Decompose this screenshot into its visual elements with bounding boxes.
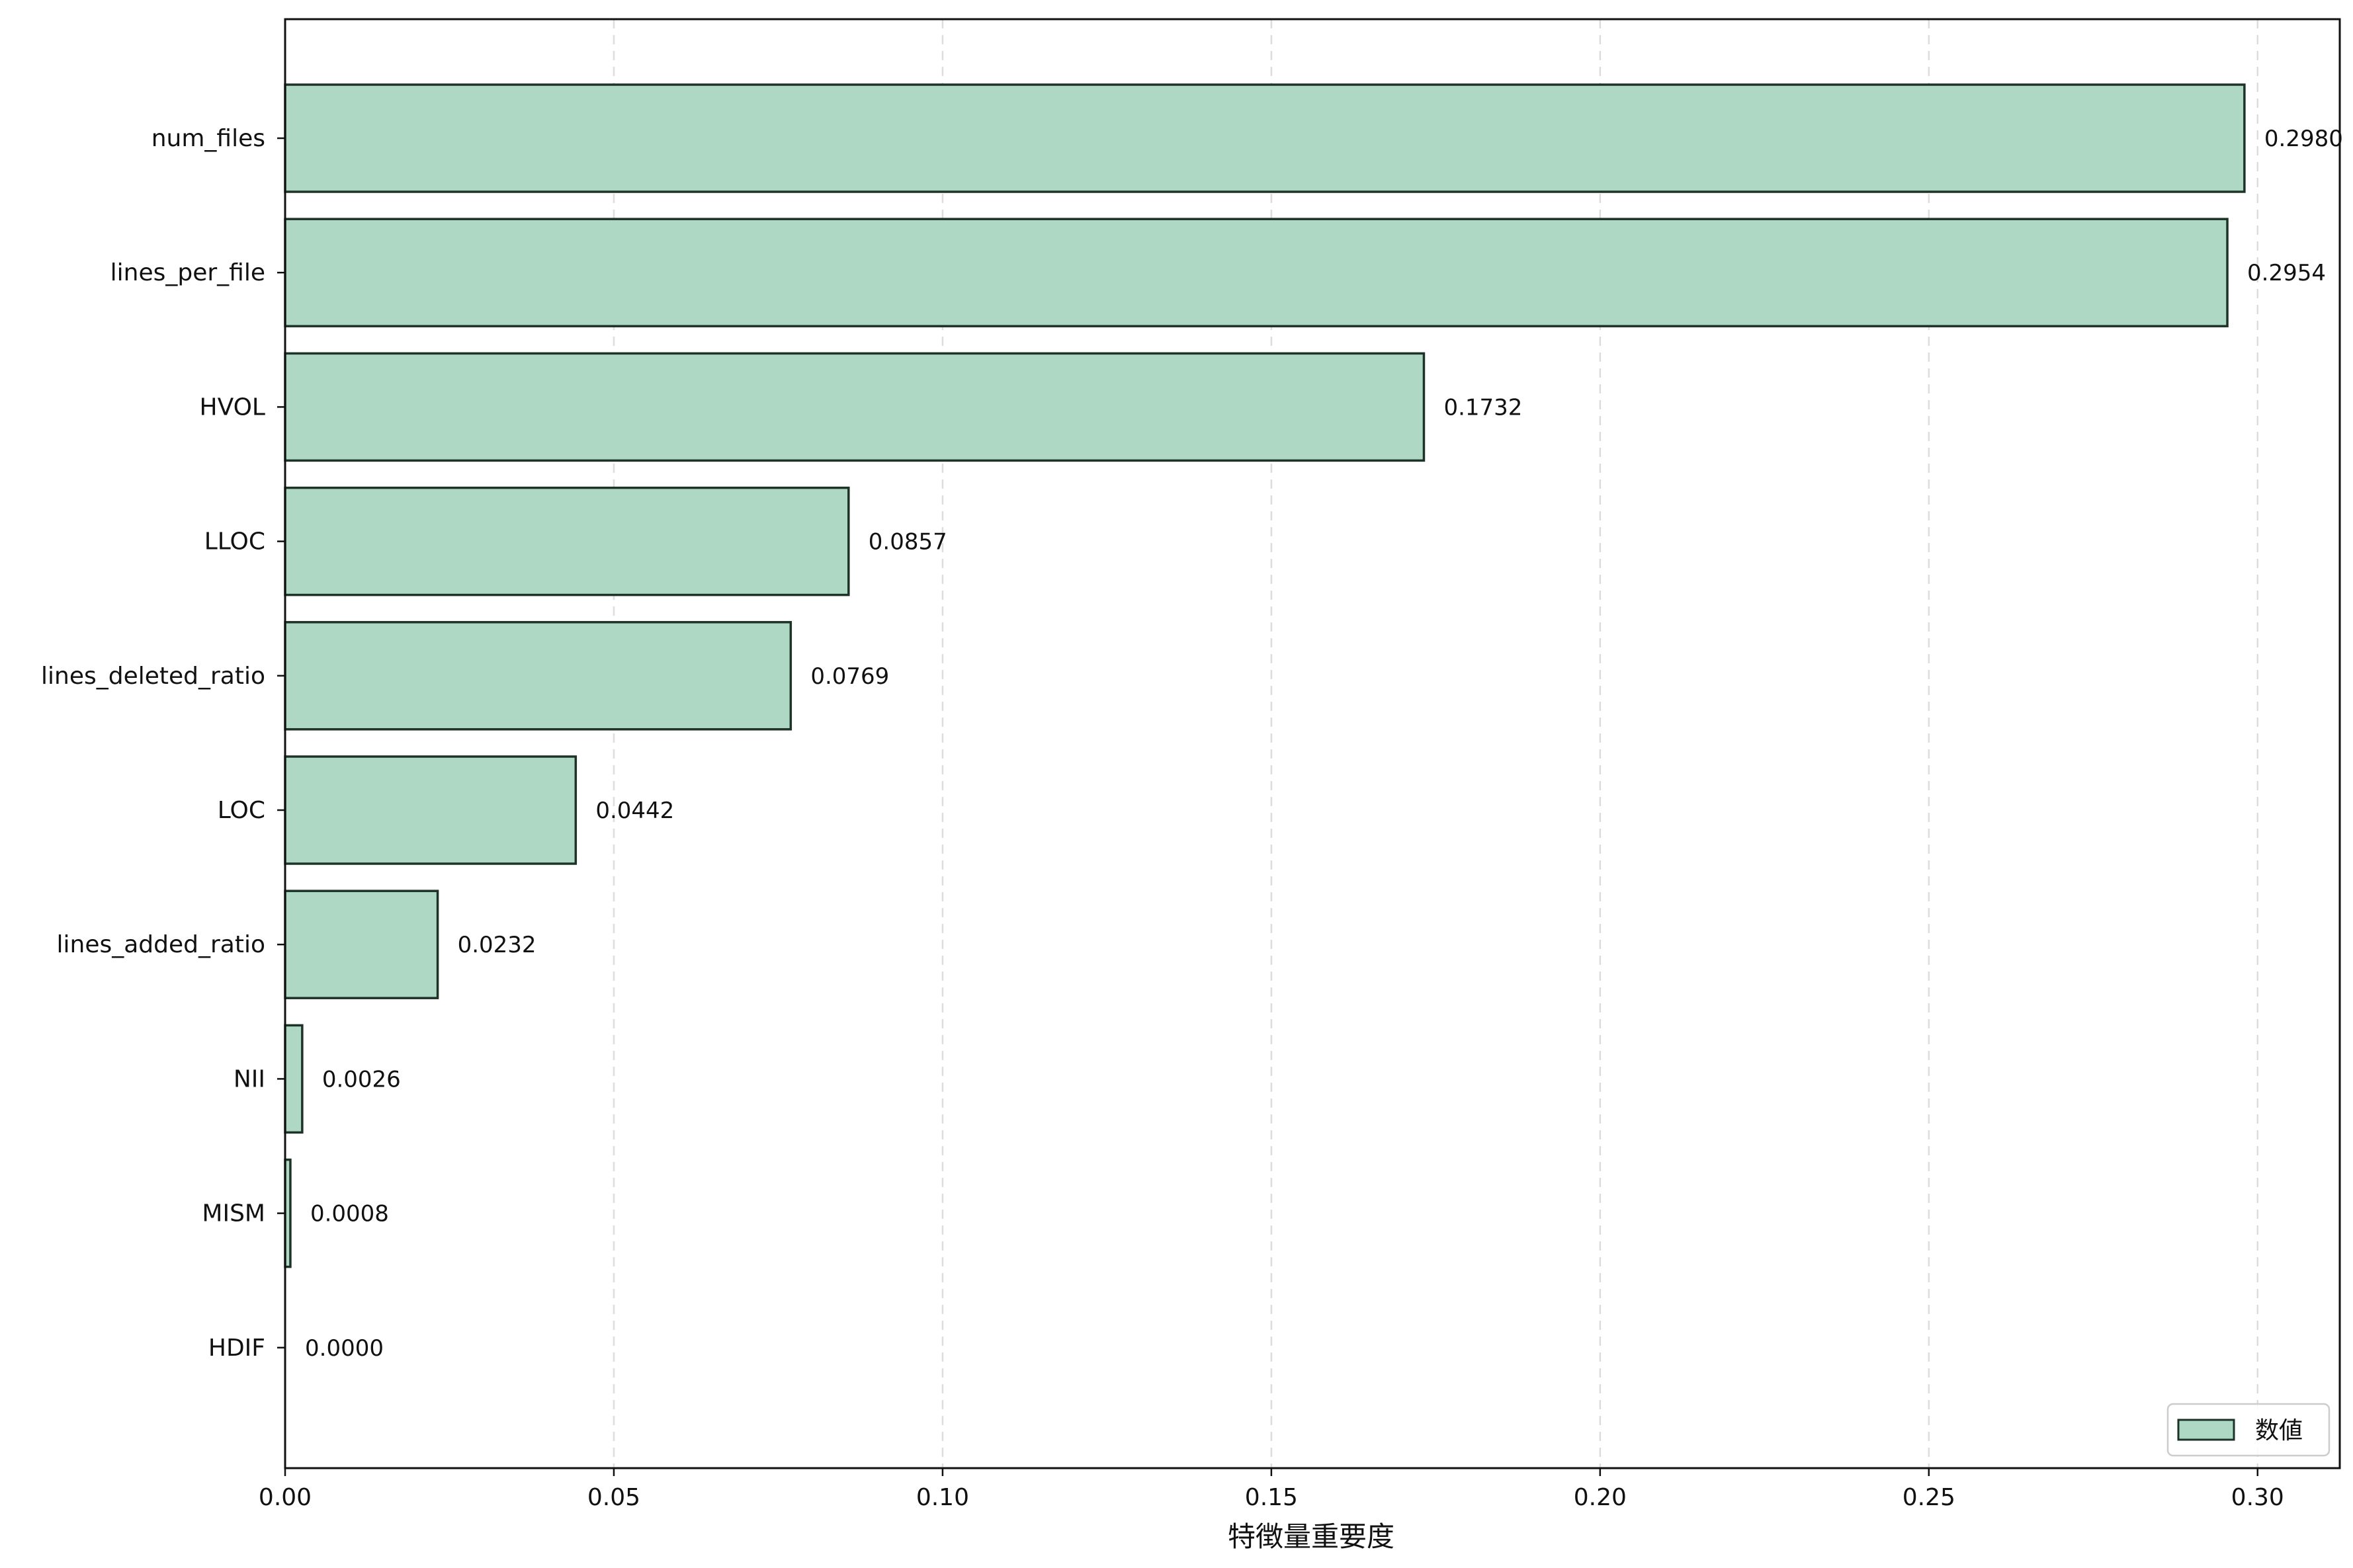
y-tick-label: MISM [202, 1200, 265, 1227]
y-tick-label: NII [234, 1065, 265, 1093]
data-label: 0.0232 [458, 932, 536, 958]
legend-swatch [2177, 1419, 2235, 1441]
axes: num_files lines_per_file HVOL LLOC lines_del… [41, 18, 2341, 1511]
data-labels: 0.2980 0.2954 0.1732 0.0857 0.0769 0.0442 0.02… [305, 126, 2343, 1362]
data-label: 0.0769 [810, 663, 889, 690]
x-axis-label: 特徴量重要度 [1228, 1520, 1394, 1553]
bar-lines-deleted-ratio [284, 621, 792, 731]
bar-hvol [284, 352, 1426, 462]
data-label: 0.0857 [869, 529, 947, 556]
x-tick-label: 0.25 [1903, 1484, 1955, 1511]
y-tick-label: num_files [151, 125, 265, 152]
x-tick-label: 0.05 [587, 1484, 640, 1511]
y-tick-label: LOC [218, 797, 265, 824]
y-tick-label: lines_deleted_ratio [41, 663, 265, 690]
bar-lloc [284, 486, 850, 597]
data-label: 0.0008 [310, 1201, 389, 1227]
data-label: 0.0000 [305, 1335, 384, 1362]
x-tick-label: 0.15 [1245, 1484, 1298, 1511]
legend-label: 数値 [2255, 1417, 2303, 1444]
bar-lines-added-ratio [284, 889, 439, 999]
y-tick-label: HDIF [208, 1335, 265, 1362]
plot-frame [284, 18, 2341, 1469]
bar-nii [284, 1024, 304, 1134]
y-tick-label: lines_per_file [110, 259, 265, 286]
x-tick-label: 0.00 [259, 1484, 312, 1511]
x-tick-label: 0.10 [916, 1484, 969, 1511]
data-label: 0.0026 [322, 1066, 401, 1093]
y-tick-label: LLOC [204, 528, 265, 556]
data-label: 0.0442 [595, 798, 674, 824]
legend: 数値 [2166, 1403, 2331, 1457]
bar-loc [284, 755, 578, 865]
x-tick-label: 0.20 [1574, 1484, 1627, 1511]
y-tick-label: lines_added_ratio [57, 931, 266, 958]
x-tick-label: 0.30 [2231, 1484, 2284, 1511]
data-label: 0.2980 [2264, 126, 2343, 152]
bars [284, 83, 2246, 1268]
bar-lines-per-file [284, 218, 2229, 327]
data-label: 0.1732 [1443, 394, 1522, 421]
legend-box [2166, 1403, 2331, 1457]
bar-num-files [284, 83, 2246, 193]
data-label: 0.2954 [2247, 260, 2326, 286]
y-tick-label: HVOL [200, 393, 265, 421]
